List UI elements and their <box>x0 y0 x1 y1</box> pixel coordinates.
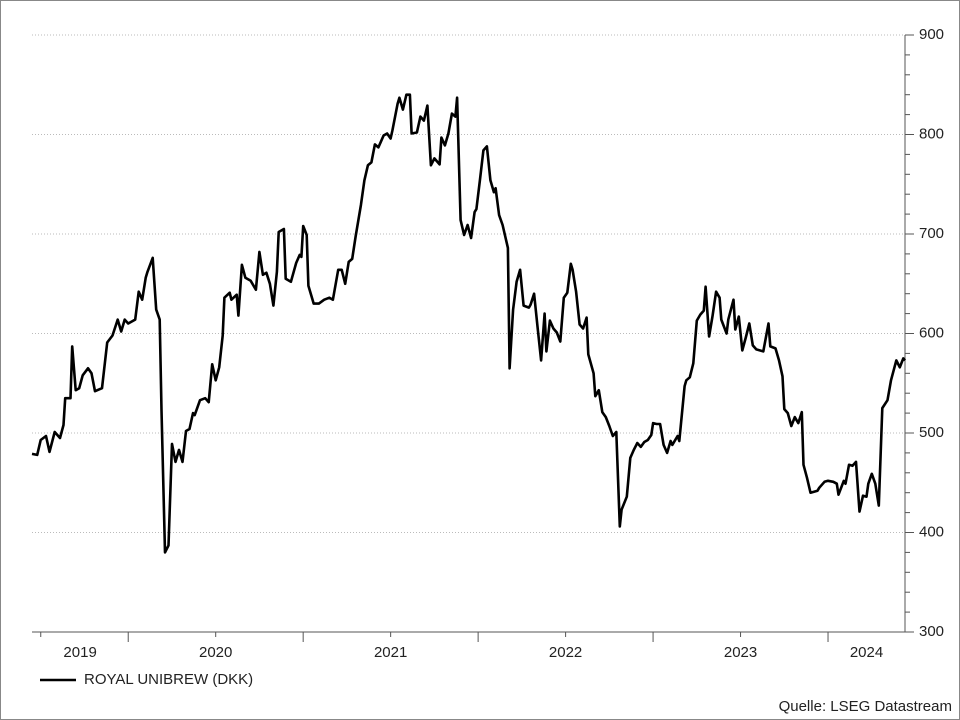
y-tick-label: 300 <box>919 623 944 640</box>
price-line <box>31 93 906 554</box>
y-tick-label: 900 <box>919 26 944 43</box>
legend-label: ROYAL UNIBREW (DKK) <box>84 671 253 688</box>
x-tick-label: 2024 <box>850 644 883 661</box>
y-tick-label: 700 <box>919 225 944 242</box>
y-tick-label: 400 <box>919 523 944 540</box>
source: Quelle: LSEG Datastream <box>779 698 952 715</box>
y-tick-label: 500 <box>919 424 944 441</box>
y-tick-label: 600 <box>919 324 944 341</box>
y-tick-label: 800 <box>919 125 944 142</box>
x-tick-label: 2019 <box>63 644 96 661</box>
x-tick-label: 2021 <box>374 644 407 661</box>
x-tick-label: 2023 <box>724 644 757 661</box>
x-tick-label: 2020 <box>199 644 232 661</box>
x-tick-label: 2022 <box>549 644 582 661</box>
